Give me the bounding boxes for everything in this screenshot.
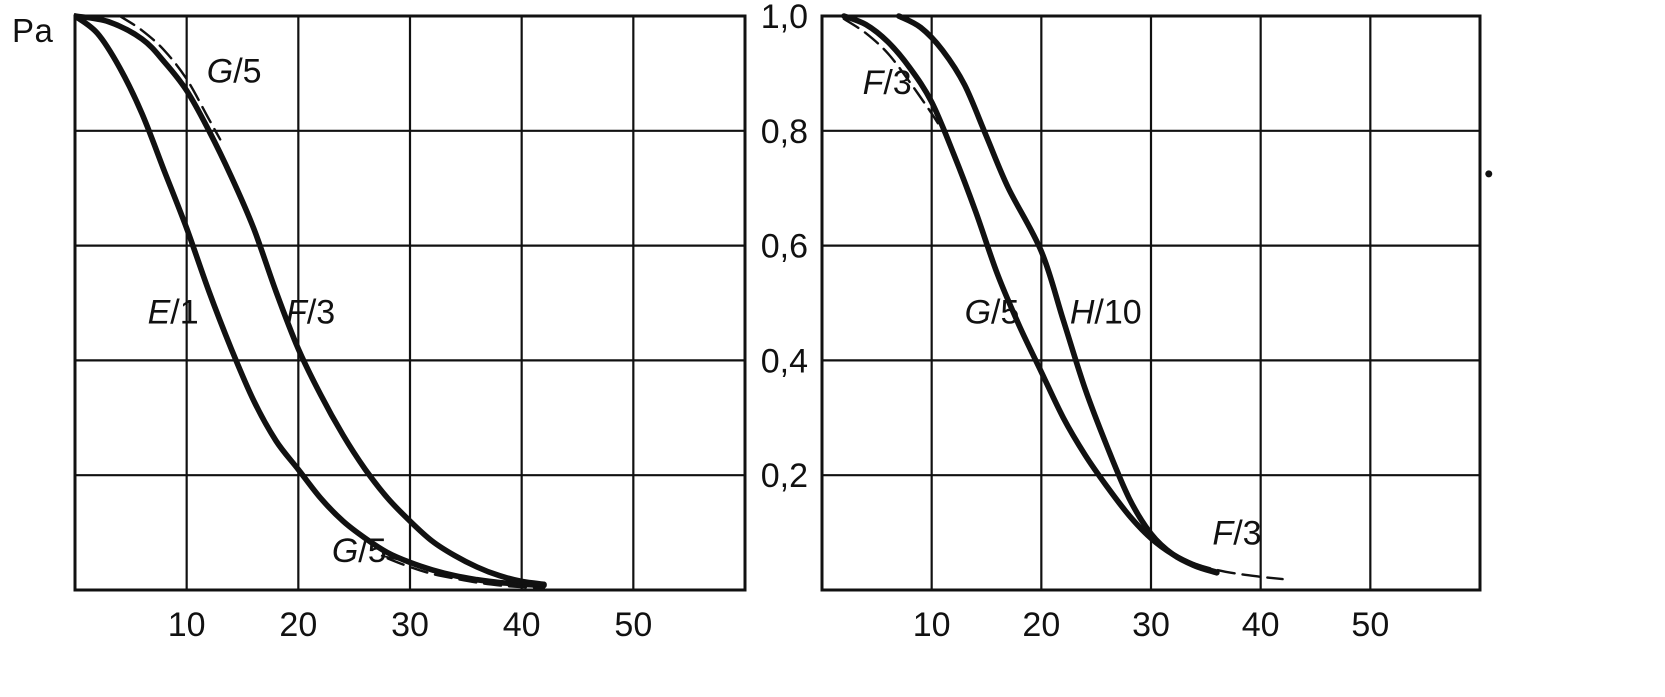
curve-label: G/5 bbox=[207, 53, 262, 91]
y-axis-label-pa: Pa bbox=[12, 12, 54, 49]
curve-f-3 bbox=[74, 13, 547, 588]
x-tick-label: 30 bbox=[1132, 606, 1170, 644]
chart-right: 10 20 30 40 50 1,0 0,8 0,6 0,4 0,2 F/3 G/5 H/10 F/3 bbox=[761, 0, 1493, 644]
curve-g-5-upper-fragment bbox=[118, 14, 222, 141]
curve-label: F/3 bbox=[286, 294, 335, 332]
plot-border bbox=[820, 14, 1482, 592]
y-tick-label: 0,4 bbox=[761, 342, 808, 380]
x-tick-label: 20 bbox=[1022, 606, 1060, 644]
x-tick-label: 40 bbox=[503, 606, 541, 644]
x-tick-label: 10 bbox=[913, 606, 951, 644]
curve-label: F/3 bbox=[1212, 515, 1261, 553]
x-tick-label: 40 bbox=[1242, 606, 1280, 644]
curve-label: G/5 bbox=[965, 294, 1020, 332]
curve-label: E/1 bbox=[148, 294, 199, 332]
curve-h-10 bbox=[896, 13, 1220, 576]
curve-label: G/5 bbox=[332, 532, 387, 570]
grid bbox=[820, 14, 1482, 592]
x-tick-label: 10 bbox=[168, 606, 206, 644]
curve-f-3-lower-fragment bbox=[1149, 537, 1284, 581]
x-tick-label: 50 bbox=[614, 606, 652, 644]
curve-label: H/10 bbox=[1070, 294, 1142, 332]
plot-border bbox=[73, 14, 747, 592]
curve-label: F/3 bbox=[863, 64, 912, 102]
y-tick-label: 1,0 bbox=[761, 0, 808, 36]
x-tick-label: 30 bbox=[391, 606, 429, 644]
x-tick-label: 50 bbox=[1351, 606, 1389, 644]
chart-left: 10 20 30 40 50 G/5 E/1 F/3 G/5 bbox=[73, 13, 747, 644]
curve-f-3-upper-fragment bbox=[842, 17, 944, 132]
x-tick-label: 20 bbox=[279, 606, 317, 644]
y-tick-label: 0,6 bbox=[761, 228, 808, 266]
curve-g-5-lower-fragment bbox=[386, 557, 546, 589]
label-leader-line bbox=[380, 554, 406, 563]
y-tick-label: 0,2 bbox=[761, 457, 808, 495]
y-tick-label: 0,8 bbox=[761, 113, 808, 151]
curve-e-1 bbox=[74, 13, 547, 589]
stray-dot bbox=[1485, 170, 1493, 178]
